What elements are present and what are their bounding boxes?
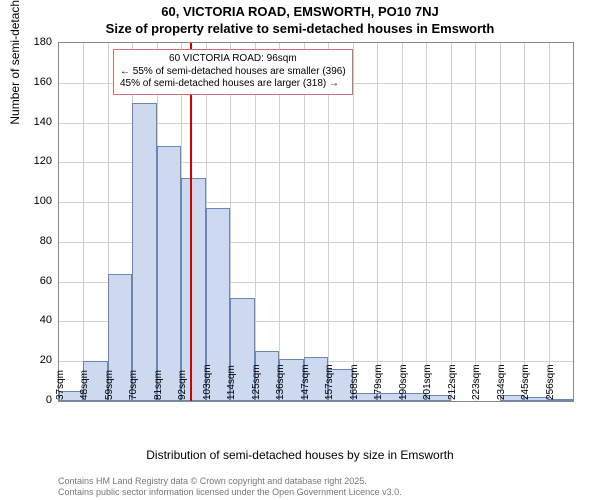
gridline-v [83,43,84,401]
y-tick-label: 80 [40,235,52,247]
chart-title-line1: 60, VICTORIA ROAD, EMSWORTH, PO10 7NJ [0,4,600,19]
y-tick-label: 180 [34,36,52,48]
credit-line-2: Contains public sector information licen… [58,487,402,497]
y-tick-label: 60 [40,275,52,287]
gridline-v [279,43,280,401]
y-tick-label: 140 [34,116,52,128]
gridline-v [549,43,550,401]
gridline-v [426,43,427,401]
y-tick-label: 20 [40,354,52,366]
gridline-v [500,43,501,401]
gridline-v [255,43,256,401]
y-tick-label: 100 [34,195,52,207]
y-tick-label: 0 [46,394,52,406]
credit-line-1: Contains HM Land Registry data © Crown c… [58,476,367,486]
chart-frame: 60, VICTORIA ROAD, EMSWORTH, PO10 7NJ Si… [0,0,600,500]
gridline-v [402,43,403,401]
histogram-bar [132,103,156,401]
gridline-v [377,43,378,401]
x-axis-labels: 37sqm48sqm59sqm70sqm81sqm92sqm103sqm114s… [58,404,574,454]
histogram-bar [157,146,181,401]
gridline-v [475,43,476,401]
y-tick-label: 40 [40,314,52,326]
annotation-line: 45% of semi-detached houses are larger (… [120,78,346,91]
gridline-v [524,43,525,401]
annotation-line: 60 VICTORIA ROAD: 96sqm [120,53,346,66]
gridline-v [304,43,305,401]
plot-area: 60 VICTORIA ROAD: 96sqm← 55% of semi-det… [58,42,574,402]
y-tick-label: 120 [34,155,52,167]
y-axis-title: Number of semi-detached properties [8,0,22,125]
gridline-v [451,43,452,401]
marker-line [190,43,192,401]
gridline-v [328,43,329,401]
annotation-line: ← 55% of semi-detached houses are smalle… [120,66,346,79]
y-tick-label: 160 [34,76,52,88]
x-axis-title: Distribution of semi-detached houses by … [0,448,600,462]
annotation-box: 60 VICTORIA ROAD: 96sqm← 55% of semi-det… [113,49,353,95]
gridline-v [353,43,354,401]
chart-title-line2: Size of property relative to semi-detach… [0,21,600,36]
